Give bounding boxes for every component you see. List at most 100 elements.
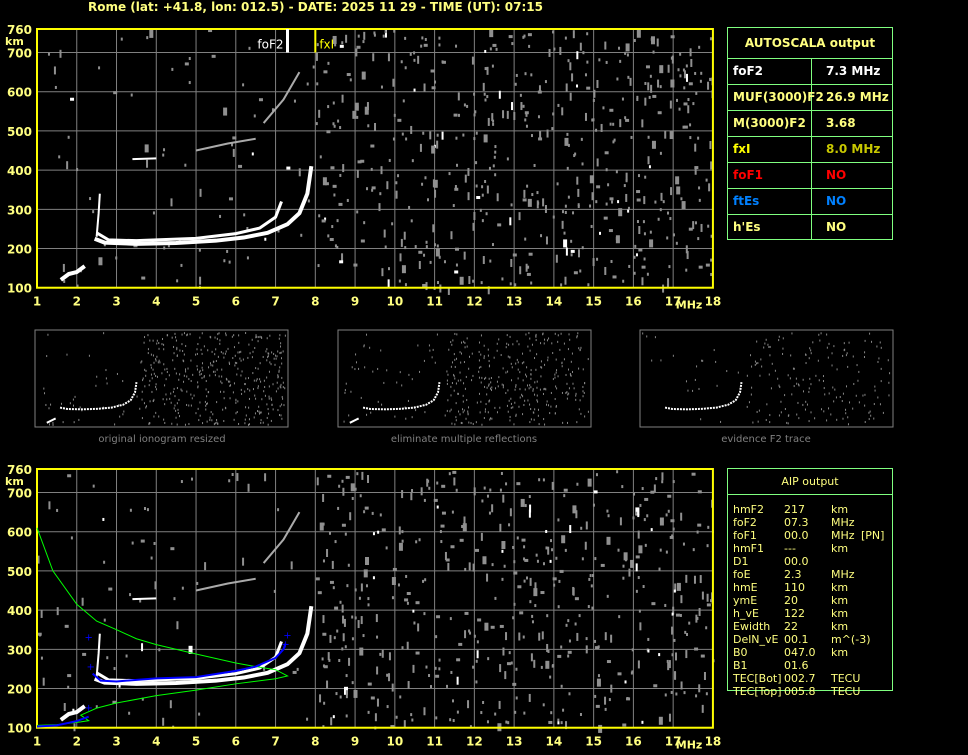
- thumbnail-noise: [213, 360, 215, 363]
- noise-echo: [534, 604, 537, 608]
- thumbnail-noise: [223, 420, 225, 423]
- thumbnail-noise: [249, 352, 251, 355]
- thumbnail-noise: [463, 382, 465, 385]
- thumbnail-noise: [279, 345, 281, 348]
- noise-echo: [675, 176, 680, 185]
- aip-unit: km: [831, 620, 849, 633]
- thumbnail-noise: [190, 404, 192, 407]
- noise-echo: [658, 567, 661, 571]
- noise-echo: [512, 253, 517, 257]
- noise-echo: [482, 256, 485, 265]
- thumbnail-noise: [510, 362, 512, 365]
- electron-density-profile: [36, 527, 289, 726]
- thumbnail-noise: [185, 368, 187, 371]
- thumbnail-noise: [257, 385, 259, 388]
- noise-echo: [647, 82, 650, 91]
- noise-echo: [671, 612, 674, 616]
- noise-echo: [638, 226, 641, 235]
- thumbnail-noise: [223, 356, 225, 359]
- noise-echo: [331, 225, 334, 229]
- noise-echo: [441, 131, 444, 140]
- thumbnail-noise: [173, 387, 175, 390]
- marker-fof2-label: foF2: [257, 38, 283, 52]
- thumbnail-noise: [782, 347, 784, 350]
- thumbnail-noise: [568, 392, 570, 395]
- noise-echo: [625, 179, 628, 183]
- thumbnail-noise: [814, 417, 816, 420]
- noise-echo: [549, 675, 552, 679]
- thumbnail-noise: [266, 403, 268, 406]
- noise-echo: [604, 266, 607, 275]
- thumbnail-noise: [270, 419, 272, 422]
- noise-echo: [584, 541, 587, 550]
- thumbnail-noise: [514, 388, 516, 391]
- thumbnail-noise: [261, 398, 263, 401]
- thumbnail-noise: [190, 359, 192, 362]
- noise-echo: [545, 236, 548, 245]
- noise-echo: [511, 102, 514, 111]
- thumbnail-noise: [565, 373, 567, 376]
- thumbnail-noise: [782, 352, 784, 355]
- noise-echo: [150, 556, 153, 560]
- thumbnail-noise: [248, 423, 250, 426]
- noise-echo: [486, 95, 489, 99]
- thumbnail-noise: [377, 400, 379, 403]
- noise-echo: [643, 232, 646, 236]
- noise-echo: [386, 705, 389, 709]
- cusp-trace: [95, 193, 101, 237]
- thumbnail-noise: [218, 375, 220, 378]
- noise-echo: [547, 546, 550, 555]
- thumbnail-caption-original: original ionogram resized: [98, 434, 226, 445]
- thumbnail-noise: [778, 414, 780, 417]
- thumbnail-noise: [103, 407, 105, 410]
- thumbnail-noise: [434, 361, 436, 364]
- noise-echo: [417, 623, 420, 632]
- noise-echo: [553, 47, 556, 51]
- thumbnail-noise: [254, 394, 256, 397]
- thumbnail-noise: [176, 346, 178, 349]
- noise-echo: [524, 558, 529, 562]
- noise-echo: [434, 666, 437, 670]
- noise-echo: [509, 217, 512, 226]
- noise-echo: [374, 713, 377, 722]
- thumbnail-noise: [516, 358, 518, 361]
- noise-echo: [334, 606, 339, 610]
- thumbnail-noise: [188, 423, 190, 426]
- thumbnail-noise: [78, 418, 80, 421]
- noise-echo: [399, 253, 402, 262]
- noise-echo: [479, 208, 482, 212]
- multiple-reflection-trace: [195, 137, 256, 152]
- noise-echo: [317, 264, 320, 268]
- noise-echo: [563, 231, 566, 235]
- thumbnail-noise: [486, 386, 488, 389]
- thumbnail-noise: [565, 392, 567, 395]
- noise-echo: [356, 115, 359, 119]
- noise-echo: [609, 108, 614, 112]
- thumbnail-noise: [272, 408, 274, 411]
- noise-echo: [691, 472, 696, 476]
- thumbnail-noise: [254, 412, 256, 415]
- thumbnail-noise: [178, 398, 180, 401]
- aip-param: foF1: [733, 529, 757, 542]
- noise-echo: [594, 557, 597, 561]
- thumbnail-noise: [267, 352, 269, 355]
- thumbnail-noise: [241, 392, 243, 395]
- thumbnail-noise: [149, 400, 151, 403]
- noise-echo: [410, 125, 413, 134]
- noise-echo: [328, 658, 331, 662]
- aip-title: AIP output: [728, 469, 892, 495]
- thumbnail-noise: [509, 335, 511, 338]
- thumbnail-noise: [823, 410, 825, 413]
- noise-echo: [149, 29, 154, 38]
- noise-echo: [637, 660, 640, 669]
- noise-echo: [184, 62, 189, 66]
- noise-echo: [468, 629, 471, 633]
- noise-echo: [338, 658, 341, 662]
- aip-value: 005.8: [784, 685, 816, 698]
- thumbnail-noise: [449, 410, 451, 413]
- noise-echo: [334, 540, 337, 544]
- thumbnail-noise: [183, 353, 185, 356]
- thumbnail-noise: [122, 380, 124, 383]
- thumbnail-noise: [209, 374, 211, 377]
- noise-echo: [709, 77, 712, 81]
